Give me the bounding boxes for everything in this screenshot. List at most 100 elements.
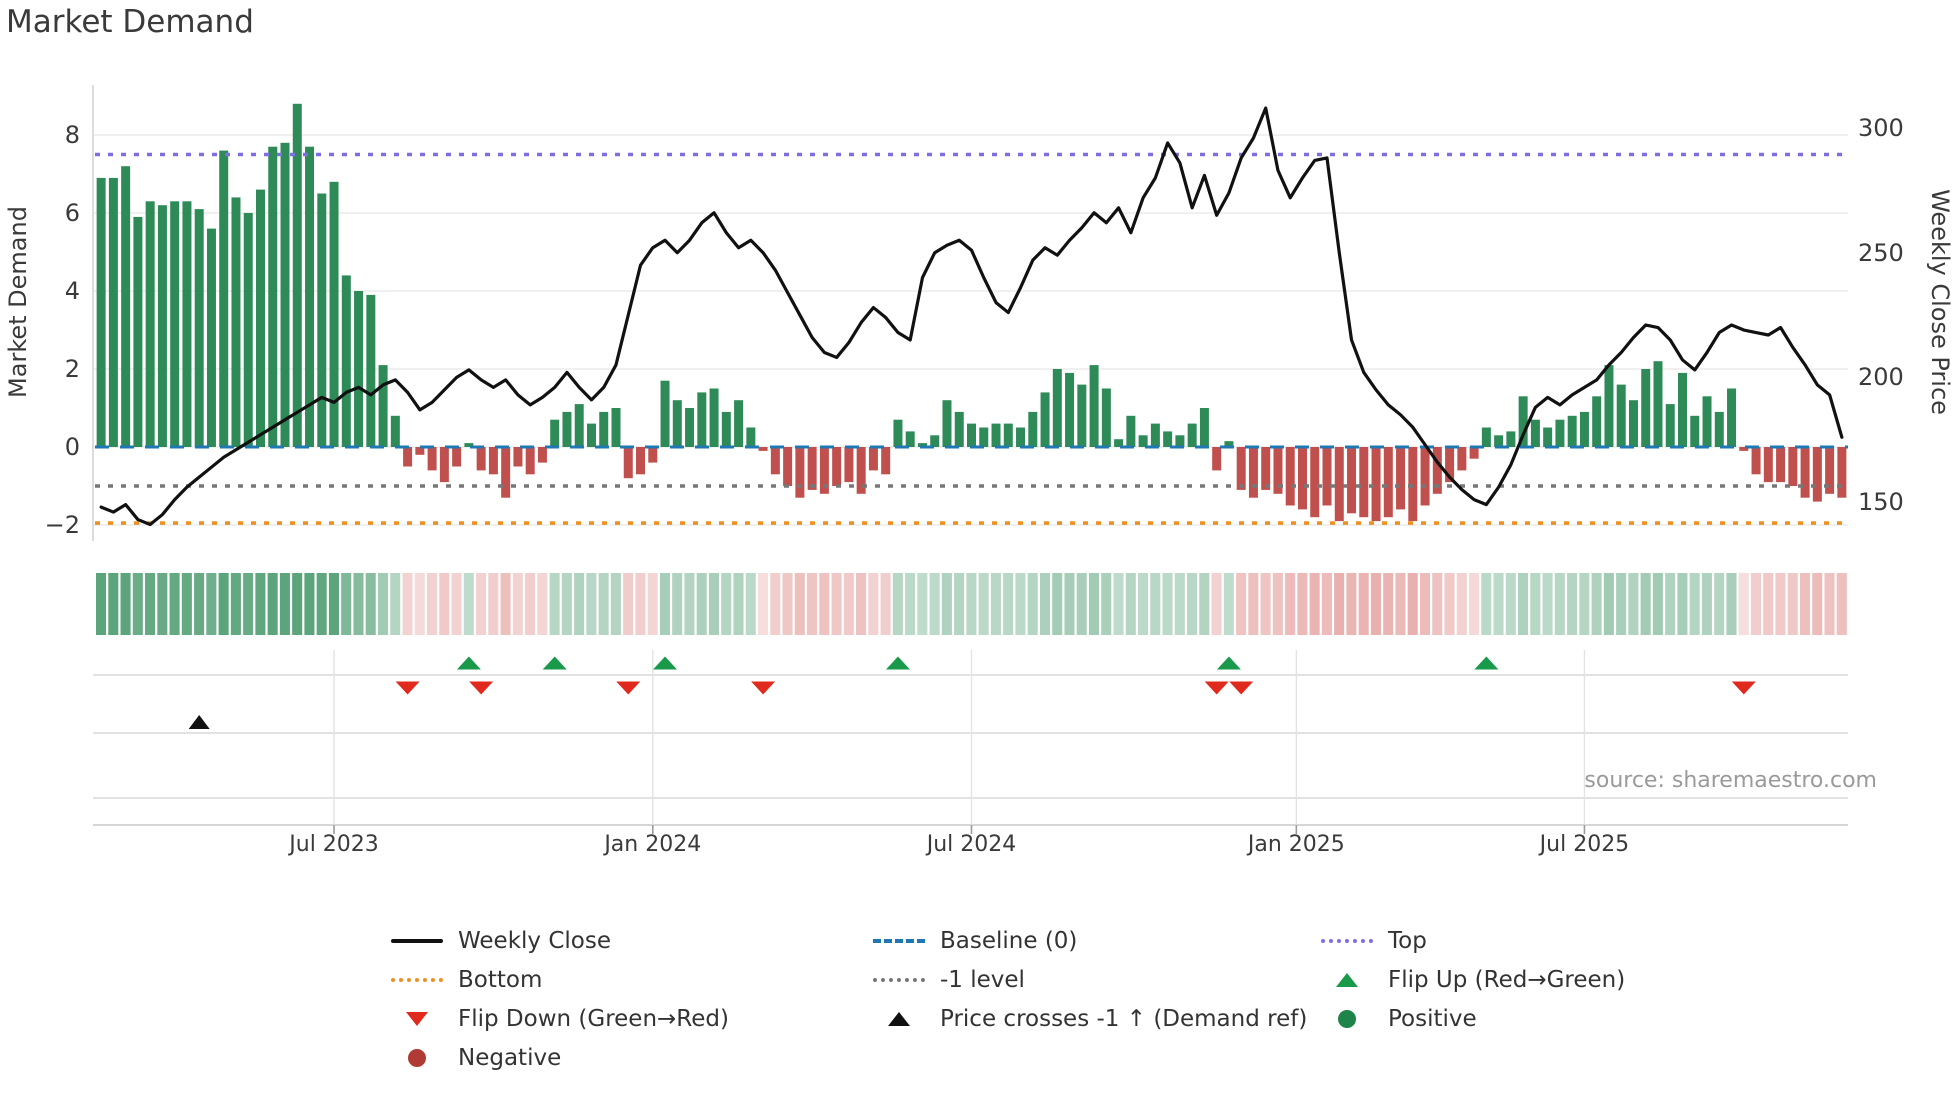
demand-bar-positive [734, 400, 744, 447]
demand-bar-negative [1261, 447, 1271, 490]
legend-item: Flip Up (Red→Green) [1318, 960, 1625, 999]
heatmap-cell [1236, 573, 1247, 635]
heatmap-cell [267, 573, 278, 635]
legend-label: Weekly Close [458, 927, 611, 954]
demand-bar-positive [1518, 396, 1528, 447]
heatmap-cell [1726, 573, 1737, 635]
demand-bar-positive [121, 166, 131, 447]
demand-bar-positive [1187, 423, 1197, 447]
tri-down-icon [406, 1011, 428, 1026]
price-cross-marker [188, 715, 210, 729]
heatmap-cell [770, 573, 781, 635]
heatmap-cell [757, 573, 769, 635]
flip-up-marker [456, 656, 481, 670]
demand-bar-negative [758, 447, 768, 451]
heatmap-cell [880, 573, 891, 635]
demand-bar-positive [1543, 427, 1553, 447]
heatmap-cell [1383, 573, 1394, 635]
heatmap-cell [206, 573, 217, 635]
demand-bar-negative [807, 447, 817, 490]
demand-bar-positive [268, 146, 278, 447]
flip-up-marker [1474, 656, 1499, 670]
x-axis-tick: Jul 2025 [1539, 832, 1630, 857]
demand-bar-positive [599, 411, 609, 447]
y-axis-tick-left: 0 [64, 433, 80, 461]
heatmap-cell [1187, 573, 1198, 635]
demand-bar-negative [1322, 447, 1332, 506]
legend-swatch-tri-down-icon [388, 1011, 446, 1026]
demand-bar-positive [746, 427, 756, 447]
heatmap-cell [843, 573, 854, 635]
legend-label: Positive [1388, 1005, 1477, 1032]
demand-bar-positive [231, 197, 241, 447]
heatmap-cell [1003, 573, 1014, 635]
heatmap-cell [733, 573, 744, 635]
heatmap-cell [1603, 573, 1614, 635]
legend-swatch-tri-up-icon [870, 1011, 928, 1026]
y-axis-tick-right: 150 [1858, 488, 1904, 517]
heatmap-cell [1113, 573, 1124, 635]
demand-bar-positive [1224, 441, 1234, 447]
heatmap-cell [1738, 573, 1749, 635]
heatmap-cell [1150, 573, 1161, 635]
heatmap-cell [108, 573, 119, 635]
demand-bar-positive [1481, 427, 1491, 447]
demand-bar-negative [1285, 447, 1295, 506]
heatmap-cell [782, 573, 793, 635]
demand-bar-positive [464, 443, 474, 447]
heatmap-cell [1211, 573, 1222, 635]
legend-label: Baseline (0) [940, 927, 1078, 954]
heatmap-cell [905, 573, 916, 635]
flip-down-marker [395, 681, 420, 695]
legend-swatch-dashed-icon [870, 938, 928, 943]
demand-bar-positive [586, 423, 596, 447]
demand-bar-positive [1199, 408, 1209, 447]
chart-legend: Weekly Close Bottom Flip Down (Green→Red) N… [388, 921, 1625, 1077]
demand-bar-negative [623, 447, 633, 479]
demand-bar-positive [1530, 419, 1540, 447]
demand-bar-positive [1065, 372, 1075, 447]
demand-bar-negative [1763, 447, 1773, 483]
demand-bar-negative [856, 447, 866, 494]
demand-bar-negative [1248, 447, 1258, 498]
flip-down-marker [1229, 681, 1254, 695]
heatmap-cell [1395, 573, 1406, 635]
demand-bar-negative [1273, 447, 1283, 494]
heatmap-cell [1530, 573, 1541, 635]
right-axis-title: Weekly Close Price [1926, 189, 1954, 415]
y-axis-tick-left: 4 [64, 277, 80, 305]
heatmap-cell [1309, 573, 1320, 635]
legend-swatch-dotted-icon [388, 977, 446, 982]
heatmap-cell [966, 573, 977, 635]
heatmap-cell [1199, 573, 1210, 635]
circle-icon [408, 1048, 426, 1067]
heatmap-cell [1407, 573, 1418, 635]
page-title: Market Demand [6, 4, 254, 40]
y-axis-tick-left: 2 [64, 355, 80, 383]
heatmap-cell [635, 573, 646, 635]
heatmap-cell [1346, 573, 1357, 635]
heatmap-cell [1358, 573, 1369, 635]
heatmap-cell [1260, 573, 1271, 635]
demand-bar-negative [415, 447, 425, 455]
demand-bar-negative [476, 447, 486, 471]
heatmap-cell [243, 573, 254, 635]
heatmap-cell [672, 573, 683, 635]
heatmap-cell [1076, 573, 1087, 635]
heatmap-cell [868, 573, 879, 635]
demand-bar-negative [819, 447, 829, 494]
demand-bar-positive [219, 150, 229, 447]
demand-bar-negative [501, 447, 511, 498]
heatmap-cell [1750, 573, 1761, 635]
heatmap-cell [1039, 573, 1050, 635]
demand-bar-positive [979, 427, 989, 447]
demand-bar-positive [954, 411, 964, 447]
demand-bar-negative [844, 447, 854, 483]
demand-bar-positive [317, 193, 327, 447]
y-axis-tick-right: 250 [1858, 238, 1904, 267]
y-axis-tick-left: −2 [44, 511, 80, 539]
demand-bar-positive [1702, 396, 1712, 447]
demand-bar-negative [537, 447, 547, 463]
demand-bar-positive [378, 365, 388, 447]
